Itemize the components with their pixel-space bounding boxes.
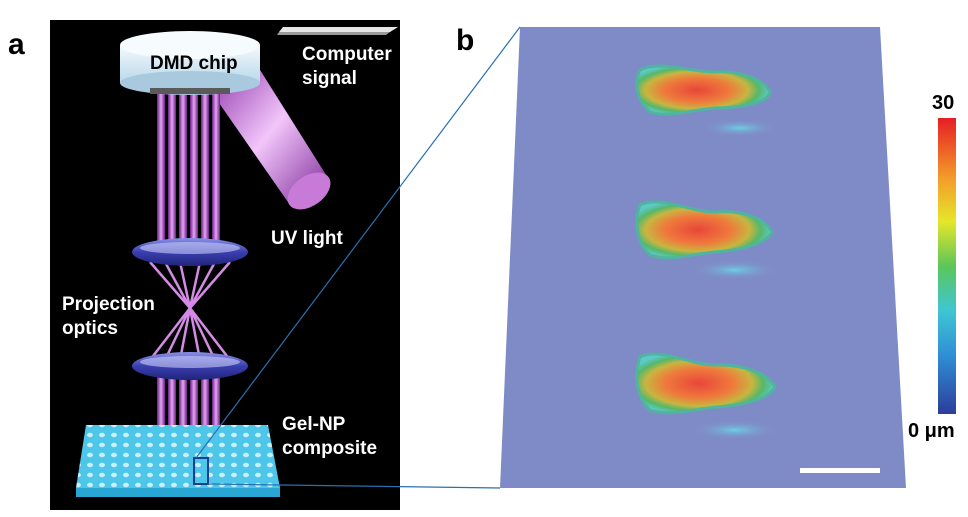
uv-light-label: UV light (271, 228, 343, 249)
gel-np-label-line1: Gel-NP (282, 414, 346, 435)
zoom-connector-lines (195, 26, 521, 489)
colorbar-max-label: 30 (932, 92, 955, 114)
dmd-chip (120, 31, 260, 95)
colorbar (938, 118, 956, 414)
gel-np-plate (76, 425, 280, 497)
lower-beams (157, 370, 220, 445)
projection-optics-label-line1: Projection (62, 294, 155, 315)
feature-3 (635, 352, 777, 415)
upper-lens (132, 238, 248, 266)
computer-signal-label-line2: signal (302, 68, 357, 89)
colorbar-min-label: 0 μm (908, 420, 955, 442)
panel-letter-a: a (8, 28, 25, 61)
uv-light-tube-end (287, 172, 331, 210)
focusing-beams (149, 261, 231, 361)
feature-1 (635, 64, 772, 116)
upper-beams (157, 88, 220, 263)
panel-b-height-map (500, 27, 906, 488)
uv-light-beam (210, 62, 328, 205)
dmd-chip-label: DMD chip (150, 53, 238, 74)
computer-signal-plate (279, 27, 398, 32)
feature-2 (635, 200, 774, 260)
panel-letter-b: b (456, 24, 475, 57)
scale-bar (800, 468, 880, 473)
computer-signal-label-line1: Computer (302, 44, 392, 65)
gel-np-label-line2: composite (282, 438, 378, 459)
projection-optics-label-line2: optics (62, 318, 118, 339)
lower-lens (132, 352, 248, 380)
